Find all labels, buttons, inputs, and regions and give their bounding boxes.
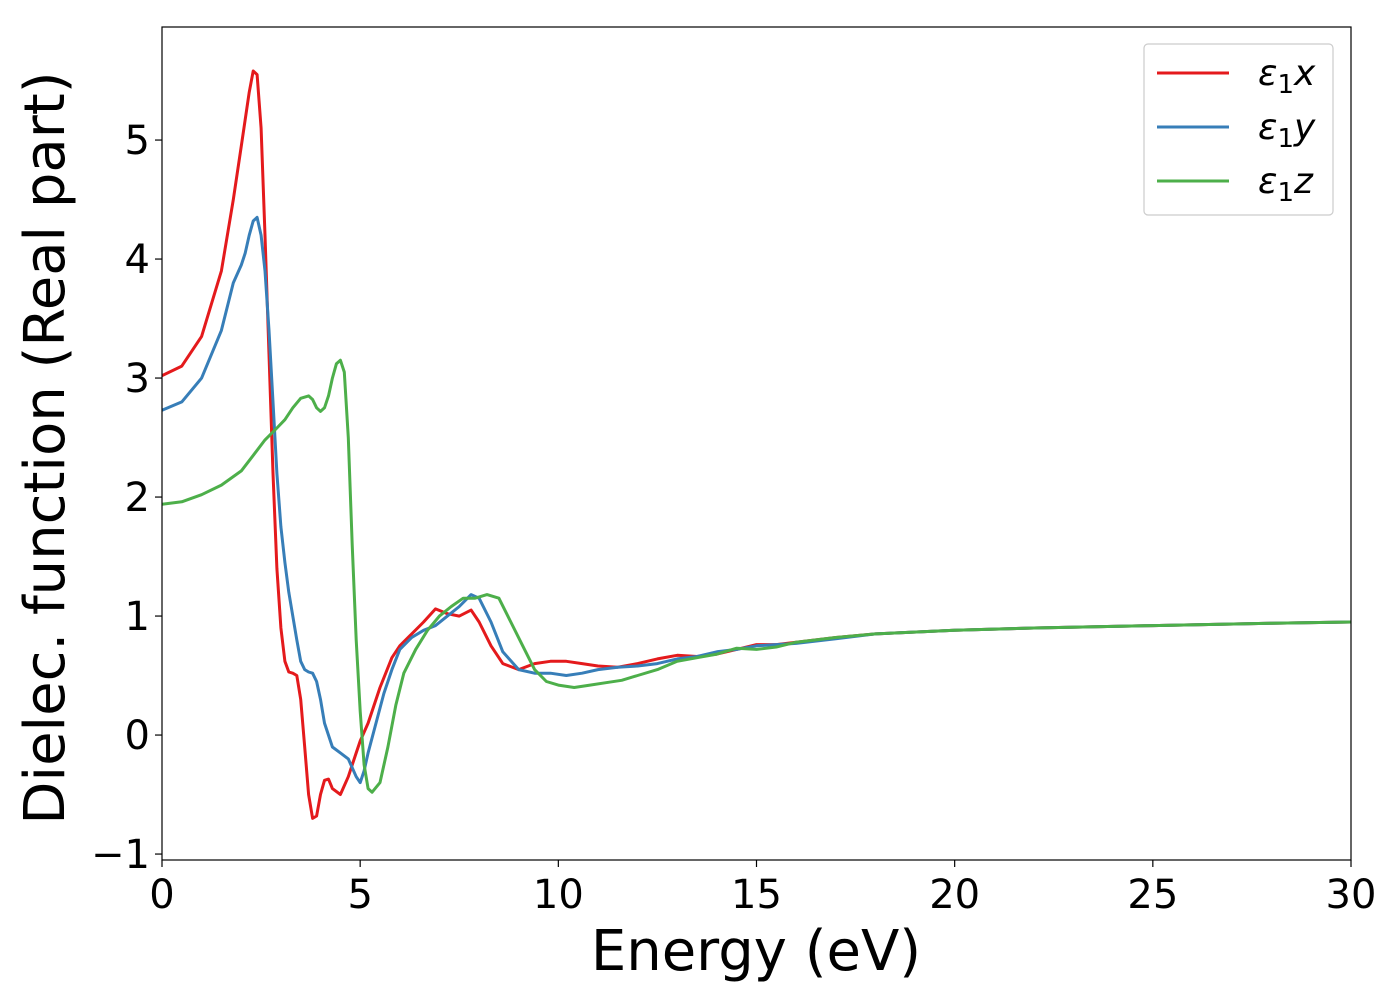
x-tick-label: 25 bbox=[1127, 872, 1178, 918]
series-layer bbox=[162, 69, 1351, 820]
x-tick-label: 15 bbox=[731, 872, 782, 918]
legend-label-x: ε1x bbox=[1258, 53, 1316, 100]
y-tick-label: 1 bbox=[125, 594, 150, 640]
x-axis-label: Energy (eV) bbox=[591, 919, 921, 984]
y-tick-label: 4 bbox=[125, 237, 150, 283]
y-tick-label: 2 bbox=[125, 475, 150, 521]
x-tick-label: 10 bbox=[533, 872, 584, 918]
x-tick-label: 0 bbox=[149, 872, 174, 918]
y-tick-label: 5 bbox=[125, 118, 150, 164]
y-tick-label: 0 bbox=[125, 713, 150, 759]
legend-label-z: ε1z bbox=[1258, 161, 1314, 208]
x-axis: 0 5 10 15 20 25 30 bbox=[149, 860, 1376, 918]
series-line-y bbox=[162, 215, 1351, 785]
x-tick-label: 30 bbox=[1326, 872, 1377, 918]
y-axis-label: Dielec. function (Real part) bbox=[13, 71, 78, 824]
legend-frame bbox=[1143, 43, 1334, 216]
y-axis: −1 0 1 2 3 4 5 bbox=[91, 118, 162, 878]
legend-label-y: ε1y bbox=[1258, 107, 1316, 154]
y-tick-label: 3 bbox=[125, 356, 150, 402]
y-tick-label: −1 bbox=[91, 832, 150, 878]
x-tick-label: 20 bbox=[929, 872, 980, 918]
legend: ε1x ε1y ε1z bbox=[1143, 43, 1334, 216]
series-line-z bbox=[162, 358, 1351, 794]
x-tick-label: 5 bbox=[347, 872, 372, 918]
